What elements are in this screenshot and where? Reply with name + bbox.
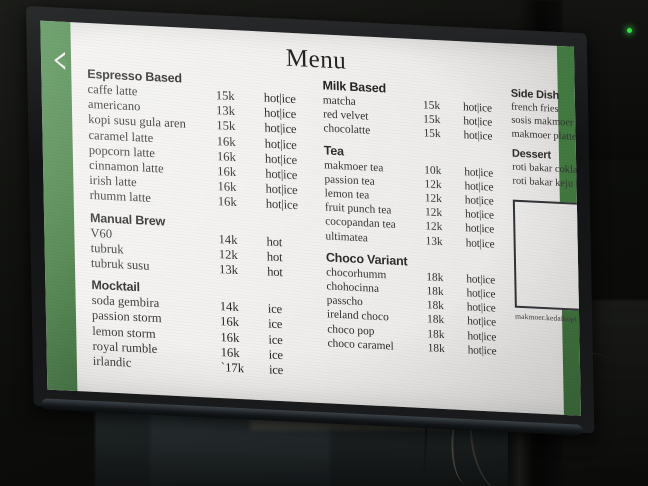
menu-column-left: Espresso Based caffe latte 15k hot|ice xyxy=(83,65,328,381)
status-led-indicator xyxy=(627,28,632,33)
item-name: makmoer platter xyxy=(511,128,581,143)
menu-board: Menu Espresso Based caffe latte 15k xyxy=(70,22,581,415)
item-serve: hot|ice xyxy=(265,196,298,213)
menu-column-middle: Milk Based matcha 15k hot|ice r xyxy=(322,76,513,359)
item-serve: hot|ice xyxy=(465,236,495,251)
tv-display: Menu Espresso Based caffe latte 15k xyxy=(26,6,595,436)
menu-table-milk-based: matcha 15k hot|ice red velvet 15k hot|ic… xyxy=(323,93,510,145)
menu-column-right: Side Dish french fries 10k sosis makmoer xyxy=(509,86,581,327)
item-serve: hot xyxy=(267,264,283,280)
item-price: 16k xyxy=(217,194,237,210)
menu-table-tea: makmoer tea 10k hot|ice passion tea 12k … xyxy=(324,158,512,252)
item-name: roti bakar keju xyxy=(512,175,574,190)
item-price: 13k xyxy=(425,234,443,248)
item-price: 15k xyxy=(216,118,236,134)
item-price: 18k xyxy=(426,313,445,327)
menu-table-side-dish: french fries 10k sosis makmoer 12k makmo… xyxy=(511,101,581,147)
item-price: 18k xyxy=(427,342,445,355)
item-serve: hot|ice xyxy=(467,344,497,358)
item-price: 12k xyxy=(425,220,443,234)
menu-table-mocktail: soda gembira 14k ice passion storm 16k i… xyxy=(92,293,329,381)
item-price: 15k xyxy=(423,127,441,141)
qr-code-placeholder xyxy=(512,199,581,313)
tv-bezel: Menu Espresso Based caffe latte 15k xyxy=(26,6,595,434)
chevron-left-icon xyxy=(53,51,66,70)
menu-table-dessert: roti bakar coklat 10k roti bakar keju 10… xyxy=(512,161,581,194)
menu-row: makmoer platter 12k xyxy=(511,127,581,146)
item-serve: ice xyxy=(268,362,284,378)
menu-columns: Espresso Based caffe latte 15k hot|ice xyxy=(83,65,581,392)
tv-screen: Menu Espresso Based caffe latte 15k xyxy=(40,20,581,416)
item-serve: hot|ice xyxy=(463,129,493,144)
menu-table-choco-variant: chocorhumm 18k hot|ice chohocinna 18k ho… xyxy=(326,265,514,359)
menu-table-espresso-based: caffe latte 15k hot|ice americano 13k ho… xyxy=(87,82,325,215)
item-price: 13k xyxy=(218,262,239,278)
menu-row: roti bakar keju 10k xyxy=(512,174,581,193)
item-price: `17k xyxy=(220,360,245,376)
